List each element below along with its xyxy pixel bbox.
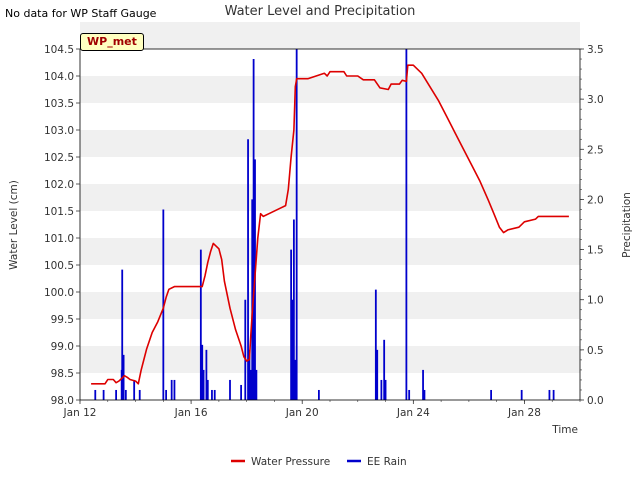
y-right-tick-label: 3.0 (587, 94, 604, 106)
grid-band (80, 184, 580, 211)
water-pressure-line (91, 64, 569, 385)
rain-series (94, 49, 555, 400)
grid-band (80, 346, 580, 373)
y-right-tick-label: 0.0 (587, 395, 604, 407)
x-tick-label: Jan 20 (285, 407, 319, 419)
y-left-tick-label: 98.5 (51, 368, 74, 380)
grid-band (80, 130, 580, 157)
y-left-tick-label: 100.5 (44, 260, 74, 272)
x-tick-label: Jan 28 (507, 407, 541, 419)
x-tick-label: Jan 12 (63, 407, 97, 419)
y-left-tick-label: 101.0 (44, 233, 74, 245)
y-left-tick-label: 99.5 (51, 314, 74, 326)
y-right-tick-label: 1.0 (587, 295, 604, 307)
y-right-tick-label: 0.5 (587, 345, 604, 357)
grid-band (80, 238, 580, 265)
y-right-tick-label: 3.5 (587, 44, 604, 56)
grid-band (80, 76, 580, 103)
y-right-tick-label: 2.5 (587, 144, 604, 156)
y-right-tick-label: 1.5 (587, 245, 604, 257)
y-axis-label-right: Precipitation (621, 192, 633, 258)
x-tick-label: Jan 24 (396, 407, 430, 419)
axes: 98.0 98.5 99.0 99.5 100.0 100.5 101.0 101.5 102.… (44, 44, 604, 419)
y-left-tick-label: 102.5 (44, 152, 74, 164)
legend-label-water-pressure: Water Pressure (251, 456, 330, 468)
y-left-tick-label: 100.0 (44, 287, 74, 299)
x-axis-label: Time (551, 424, 578, 436)
grid-band (80, 292, 580, 319)
y-left-tick-label: 104.0 (44, 71, 74, 83)
water-pressure-series (91, 64, 569, 385)
grid-band (80, 22, 580, 49)
legend: Water Pressure EE Rain (231, 456, 407, 468)
y-left-tick-label: 101.5 (44, 206, 74, 218)
y-left-tick-label: 103.0 (44, 125, 74, 137)
x-tick-label: Jan 16 (174, 407, 208, 419)
y-left-tick-label: 103.5 (44, 98, 74, 110)
plot-bands (80, 22, 580, 373)
site-tag: WP_met (80, 33, 144, 51)
legend-label-ee-rain: EE Rain (367, 456, 407, 468)
y-left-tick-label: 99.0 (51, 341, 74, 353)
y-right-tick-label: 2.0 (587, 194, 604, 206)
y-axis-label-left: Water Level (cm) (8, 180, 20, 270)
y-left-tick-label: 98.0 (51, 395, 74, 407)
y-left-tick-label: 102.0 (44, 179, 74, 191)
chart-title: Water Level and Precipitation (225, 4, 416, 19)
y-left-tick-label: 104.5 (44, 44, 74, 56)
no-data-note: No data for WP Staff Gauge (5, 7, 157, 20)
